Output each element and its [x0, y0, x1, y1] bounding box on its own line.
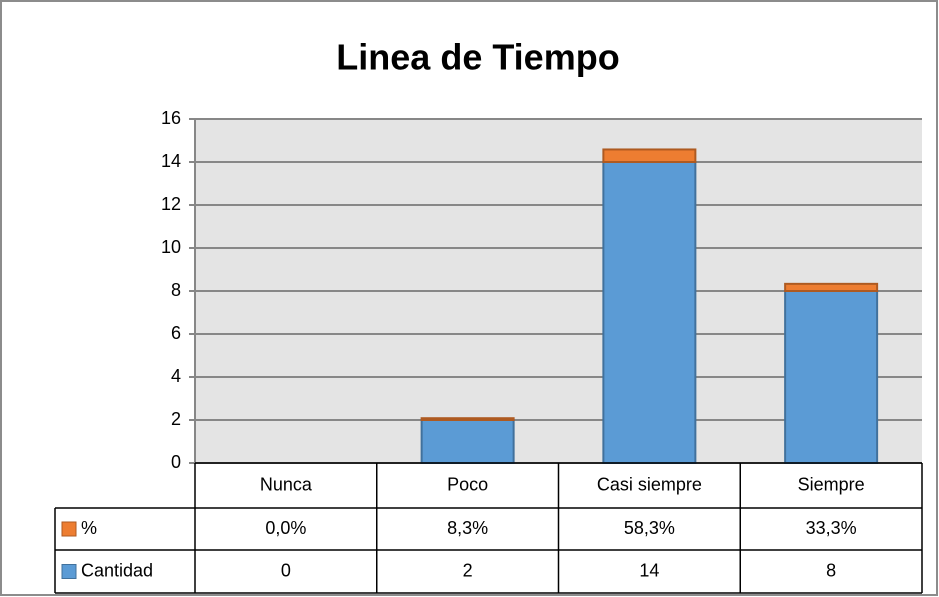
x-tick-label: Siempre	[798, 474, 865, 494]
data-table-value: 33,3%	[806, 518, 857, 538]
bar	[420, 419, 515, 464]
y-tick-label: 12	[161, 194, 181, 214]
y-tick-label: 6	[171, 323, 181, 343]
legend-key	[61, 564, 77, 579]
bar	[784, 282, 879, 293]
legend-label: %	[81, 518, 97, 538]
bar	[784, 290, 879, 464]
y-tick-label: 4	[171, 366, 181, 386]
data-table-value: 58,3%	[624, 518, 675, 538]
y-tick-label: 2	[171, 409, 181, 429]
data-table-value: 0,0%	[265, 518, 306, 538]
bar	[602, 161, 697, 464]
x-tick-label: Nunca	[260, 474, 313, 494]
legend-key	[61, 521, 77, 537]
chart-title: Linea de Tiempo	[336, 37, 619, 78]
data-table-value: 0	[281, 560, 291, 580]
data-table-value: 2	[463, 560, 473, 580]
y-tick-label: 10	[161, 237, 181, 257]
x-tick-label: Casi siempre	[597, 474, 702, 494]
bar	[602, 148, 697, 163]
x-tick-label: Poco	[447, 474, 488, 494]
data-table-value: 8	[826, 560, 836, 580]
y-tick-label: 14	[161, 151, 181, 171]
y-tick-label: 0	[171, 452, 181, 472]
data-table-value: 14	[639, 560, 659, 580]
y-tick-label: 8	[171, 280, 181, 300]
bar	[420, 417, 515, 422]
legend-label: Cantidad	[81, 560, 153, 580]
data-table-value: 8,3%	[447, 518, 488, 538]
y-tick-label: 16	[161, 108, 181, 128]
